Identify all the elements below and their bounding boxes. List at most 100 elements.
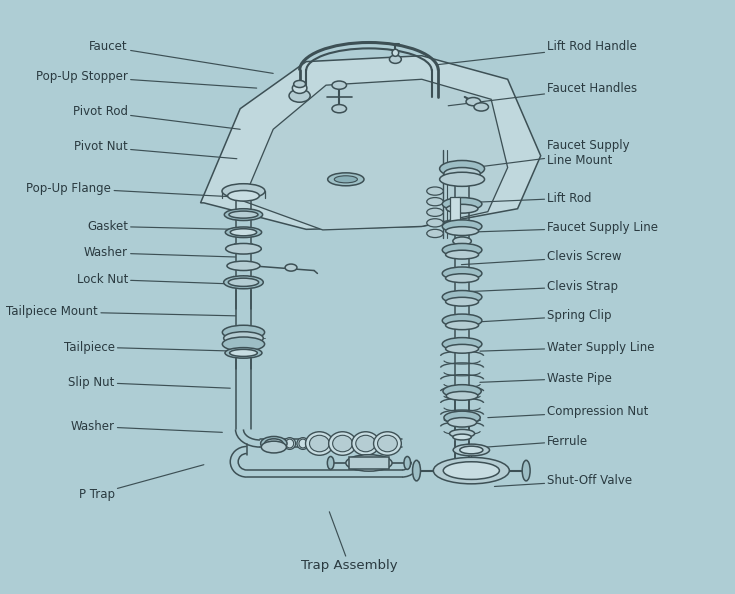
Ellipse shape (442, 314, 482, 327)
Ellipse shape (356, 435, 376, 452)
Ellipse shape (442, 290, 482, 304)
Ellipse shape (446, 391, 478, 400)
Text: P Trap: P Trap (79, 465, 204, 501)
Bar (450, 197, 460, 232)
Ellipse shape (427, 187, 443, 195)
Ellipse shape (442, 267, 482, 280)
Ellipse shape (378, 435, 398, 452)
Text: Clevis Screw: Clevis Screw (462, 251, 622, 265)
Ellipse shape (353, 457, 385, 468)
Ellipse shape (262, 441, 287, 453)
Ellipse shape (222, 326, 265, 339)
Text: Faucet Supply
Line Mount: Faucet Supply Line Mount (465, 139, 630, 169)
Ellipse shape (229, 278, 259, 286)
Ellipse shape (229, 349, 257, 356)
Ellipse shape (265, 439, 283, 448)
Ellipse shape (306, 432, 333, 455)
Text: Tailpiece Mount: Tailpiece Mount (7, 305, 235, 318)
Ellipse shape (227, 261, 260, 270)
Text: Pivot Rod: Pivot Rod (73, 105, 240, 129)
Ellipse shape (427, 219, 443, 227)
Ellipse shape (446, 204, 478, 213)
Ellipse shape (466, 97, 481, 106)
Text: Gasket: Gasket (87, 220, 235, 233)
Ellipse shape (289, 89, 310, 102)
Ellipse shape (226, 227, 262, 238)
Ellipse shape (373, 432, 401, 455)
Ellipse shape (228, 191, 259, 201)
Text: Ferrule: Ferrule (487, 435, 589, 448)
Ellipse shape (445, 250, 478, 259)
Text: Slip Nut: Slip Nut (68, 376, 230, 389)
Ellipse shape (225, 347, 262, 358)
Text: Tailpiece: Tailpiece (64, 340, 235, 353)
Ellipse shape (453, 237, 471, 245)
Ellipse shape (286, 439, 294, 448)
Text: Lift Rod: Lift Rod (462, 192, 592, 205)
Ellipse shape (440, 172, 484, 187)
Ellipse shape (226, 244, 262, 254)
Ellipse shape (273, 439, 281, 448)
Ellipse shape (442, 244, 482, 257)
Ellipse shape (285, 264, 297, 271)
Ellipse shape (223, 331, 263, 345)
Ellipse shape (270, 438, 282, 450)
Ellipse shape (309, 435, 329, 452)
Ellipse shape (450, 429, 475, 438)
Text: Water Supply Line: Water Supply Line (480, 340, 655, 353)
Text: Trap Assembly: Trap Assembly (301, 512, 398, 572)
Ellipse shape (224, 208, 262, 220)
Ellipse shape (445, 274, 478, 283)
Ellipse shape (442, 220, 482, 233)
Ellipse shape (453, 434, 471, 440)
Ellipse shape (329, 432, 356, 455)
Text: Shut-Off Valve: Shut-Off Valve (495, 474, 632, 487)
Ellipse shape (293, 83, 307, 93)
Ellipse shape (445, 227, 478, 235)
Text: Clevis Strap: Clevis Strap (453, 280, 618, 293)
Ellipse shape (434, 457, 509, 484)
Ellipse shape (474, 103, 489, 111)
Ellipse shape (442, 337, 482, 350)
Ellipse shape (332, 81, 346, 89)
Ellipse shape (327, 456, 334, 469)
Ellipse shape (332, 105, 346, 113)
Ellipse shape (284, 438, 295, 450)
Ellipse shape (427, 208, 443, 216)
Ellipse shape (444, 411, 480, 424)
Text: Faucet Handles: Faucet Handles (448, 81, 637, 106)
Ellipse shape (453, 444, 490, 456)
Text: Washer: Washer (71, 420, 222, 433)
Ellipse shape (261, 437, 287, 451)
Text: Waste Pipe: Waste Pipe (480, 372, 612, 385)
Text: Spring Clip: Spring Clip (451, 309, 612, 324)
Ellipse shape (328, 173, 364, 186)
Ellipse shape (445, 345, 478, 353)
Text: Pop-Up Flange: Pop-Up Flange (26, 182, 235, 197)
Ellipse shape (392, 49, 398, 56)
Ellipse shape (442, 198, 482, 210)
Ellipse shape (299, 439, 307, 448)
Ellipse shape (390, 55, 401, 64)
Ellipse shape (448, 418, 476, 427)
Ellipse shape (229, 211, 258, 218)
Ellipse shape (352, 432, 379, 455)
Ellipse shape (223, 276, 263, 289)
Ellipse shape (333, 435, 353, 452)
Ellipse shape (412, 460, 420, 481)
Text: Lock Nut: Lock Nut (76, 273, 235, 286)
Ellipse shape (404, 456, 411, 469)
Text: Washer: Washer (84, 247, 235, 260)
Ellipse shape (297, 438, 309, 450)
Ellipse shape (334, 176, 357, 183)
Polygon shape (201, 56, 541, 229)
Text: Compression Nut: Compression Nut (488, 405, 649, 418)
Ellipse shape (222, 337, 265, 351)
Ellipse shape (230, 229, 257, 236)
Ellipse shape (443, 462, 499, 479)
Text: Lift Rod Handle: Lift Rod Handle (438, 40, 637, 65)
Text: Faucet: Faucet (89, 40, 273, 74)
Ellipse shape (444, 168, 480, 179)
Text: Faucet Supply Line: Faucet Supply Line (465, 221, 659, 234)
Ellipse shape (522, 460, 530, 481)
